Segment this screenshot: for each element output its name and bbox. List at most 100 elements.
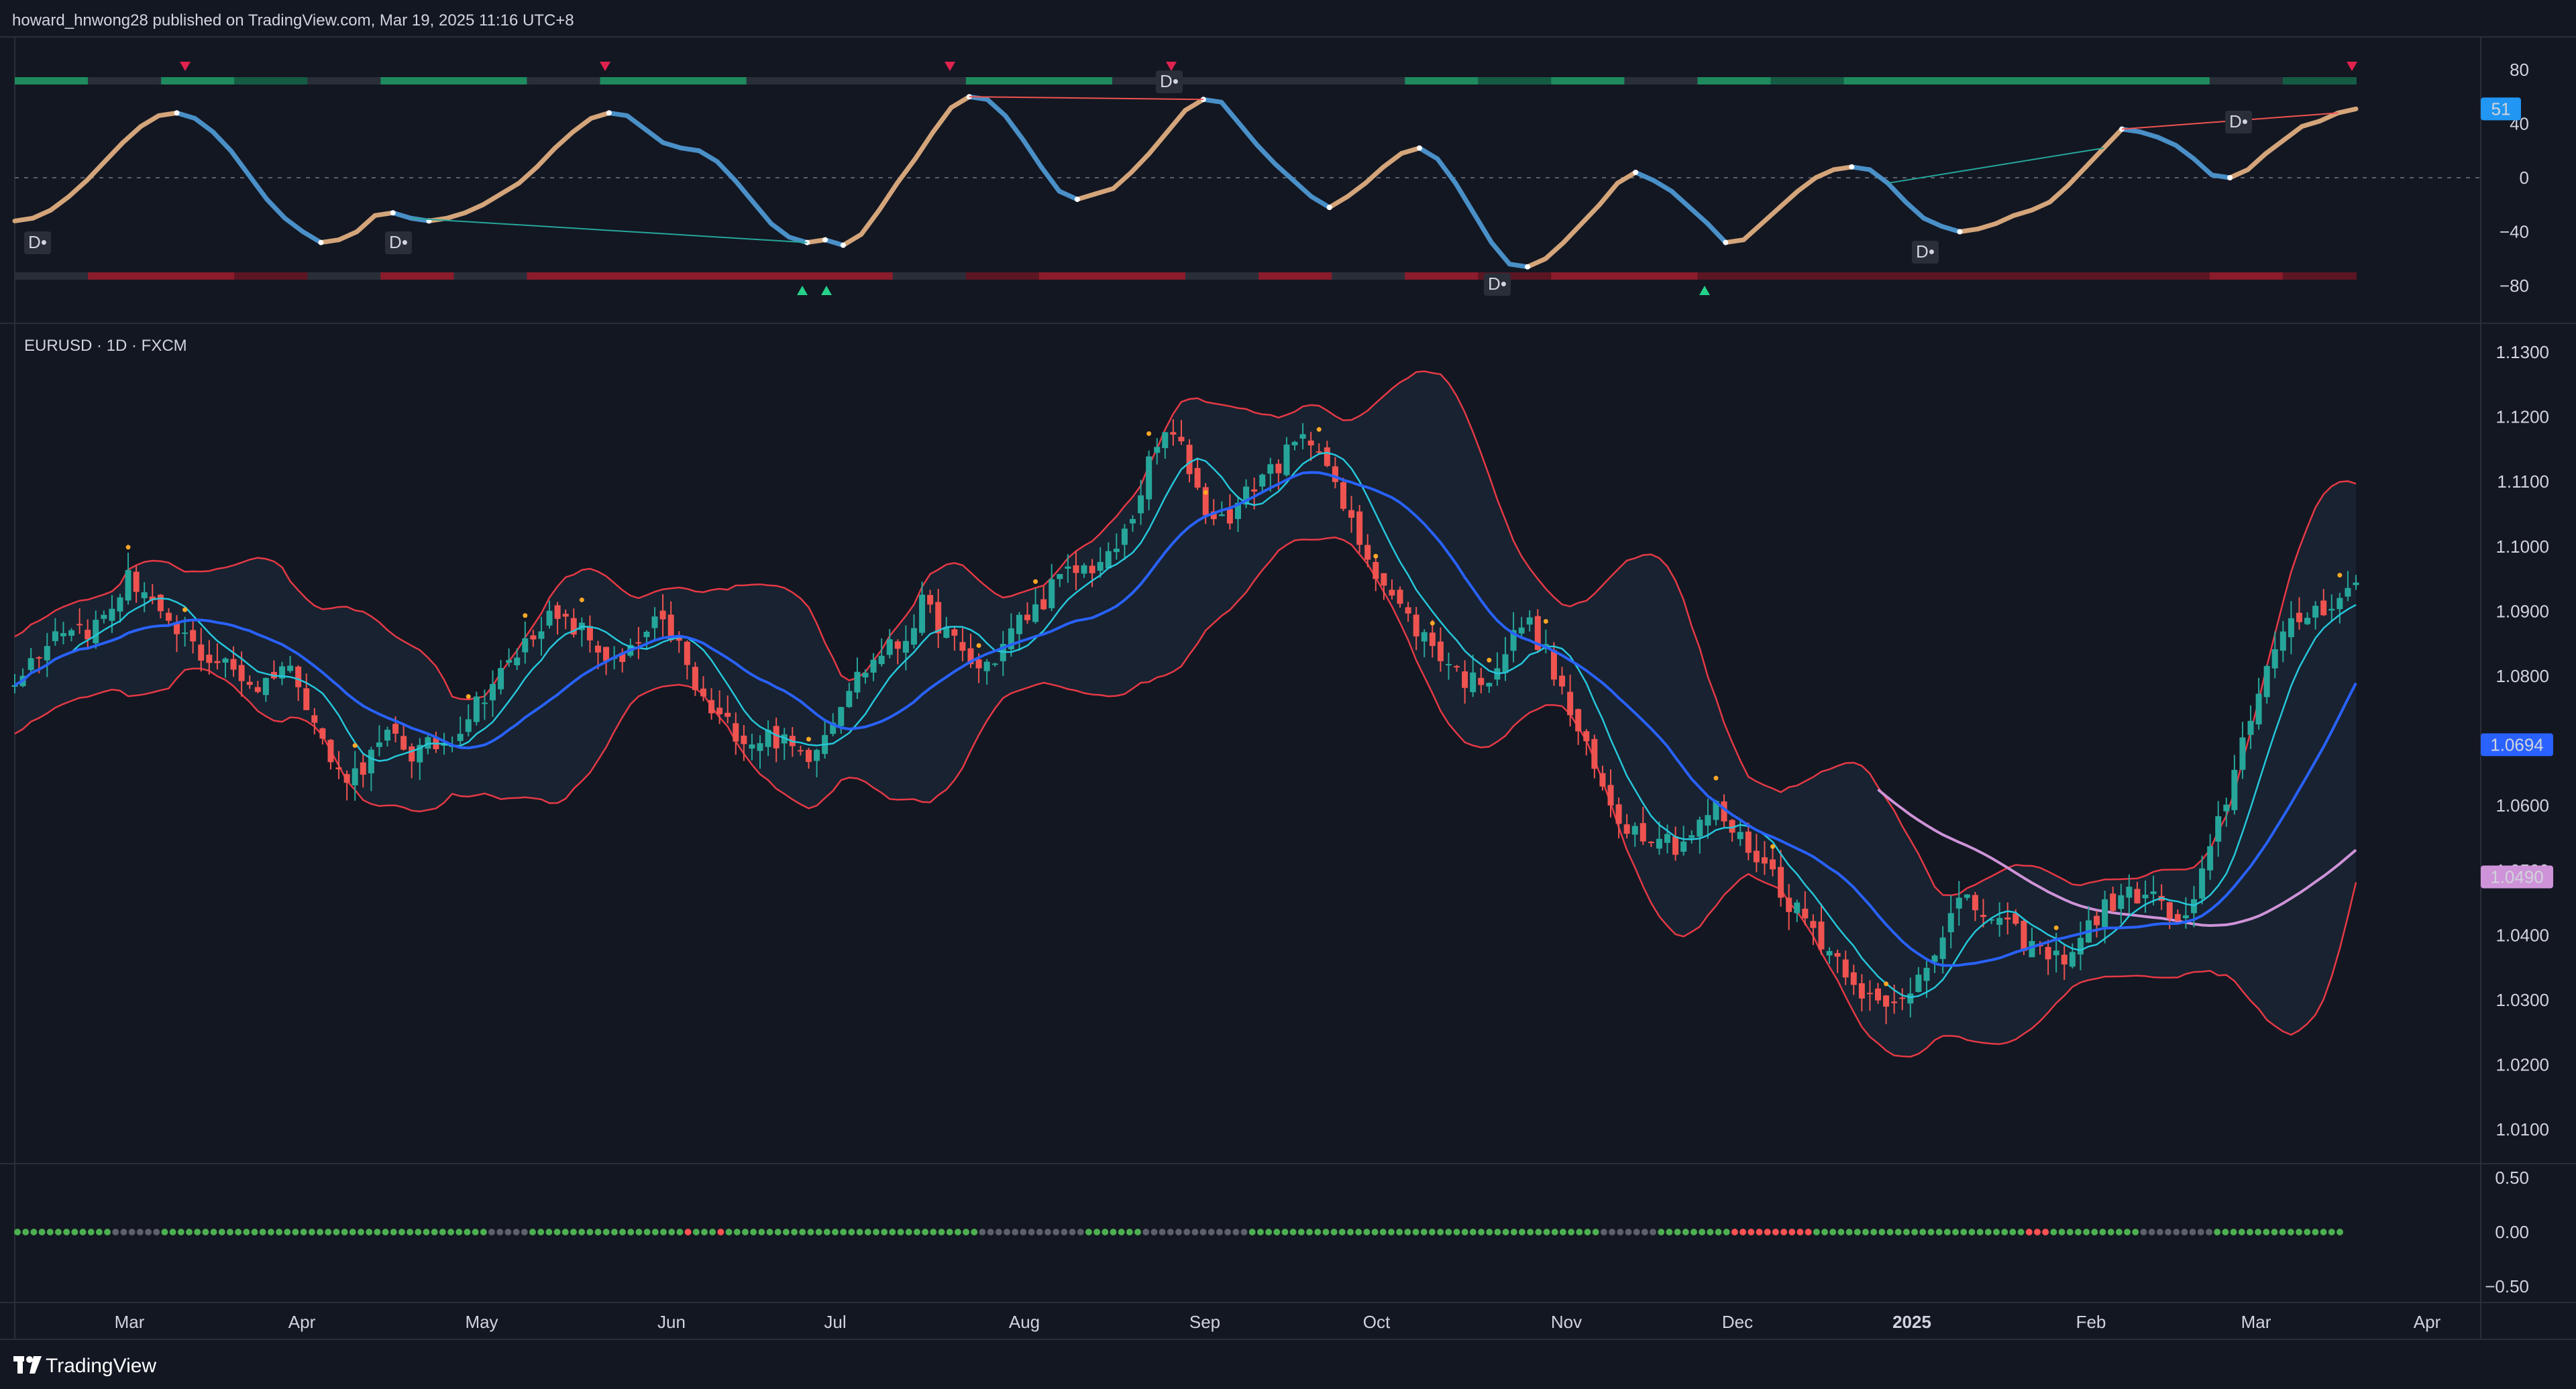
indicator-dot xyxy=(774,1229,782,1235)
ma-last-value-badge xyxy=(2481,733,2553,757)
candle-body xyxy=(862,673,869,677)
indicator-dot xyxy=(717,1229,724,1235)
indicator-dot xyxy=(2042,1229,2049,1235)
indicator-dot xyxy=(545,1229,553,1235)
candle-body xyxy=(1299,434,1306,439)
indicator-dot xyxy=(2033,1229,2041,1235)
oscillator-segment xyxy=(282,215,306,234)
indicator-dot xyxy=(2304,1229,2311,1235)
oscillator-pivot xyxy=(822,237,828,243)
oscillator-segment xyxy=(1453,180,1477,215)
oscillator-segment xyxy=(1165,107,1188,135)
candle-body xyxy=(935,602,942,634)
oscillator-segment xyxy=(1381,151,1404,170)
indicator-dot xyxy=(1707,1229,1714,1235)
indicator-dot xyxy=(2140,1229,2147,1235)
regime-bar-top-segment xyxy=(1917,77,1991,85)
oscillator-segment xyxy=(535,146,557,170)
candle-body xyxy=(959,642,966,651)
candle-body xyxy=(2004,917,2011,920)
candle-body xyxy=(222,658,229,663)
tradingview-logo[interactable]: TradingView xyxy=(13,1355,156,1377)
indicator-dot xyxy=(561,1229,569,1235)
indicator-dot xyxy=(2148,1229,2155,1235)
signal-dot xyxy=(1713,775,1719,781)
candle-body xyxy=(902,641,909,653)
indicator-dot xyxy=(1764,1229,1771,1235)
candle-body xyxy=(870,659,877,673)
indicator-dot xyxy=(1134,1229,1142,1235)
sell-signal-marker xyxy=(2347,62,2357,71)
oscillator-pivot xyxy=(390,210,396,216)
candle-body xyxy=(1413,614,1419,636)
signal-dot xyxy=(182,607,188,612)
indicator-dot xyxy=(733,1229,741,1235)
candle-body xyxy=(2094,915,2100,926)
regime-bar-top-segment xyxy=(1112,77,1186,85)
divergence-badge xyxy=(1484,273,1511,296)
indicator-dot xyxy=(1208,1229,1215,1235)
indicator-dot xyxy=(284,1229,291,1235)
oscillator-segment xyxy=(1867,167,1890,186)
sell-signal-marker xyxy=(945,62,955,71)
indicator-dot xyxy=(848,1229,855,1235)
oscillator-segment xyxy=(2263,137,2287,156)
oscillator-segment xyxy=(1741,221,1764,243)
candle-body xyxy=(2247,720,2254,735)
price-axis-tick: 1.1200 xyxy=(2496,407,2549,427)
oscillator-segment xyxy=(336,229,360,243)
candle-body xyxy=(773,726,780,748)
candle-body xyxy=(659,610,666,620)
candle-body xyxy=(1097,561,1104,571)
candle-body xyxy=(279,666,286,679)
indicator-dot xyxy=(71,1229,78,1235)
oscillator-segment xyxy=(1128,151,1152,175)
candle-body xyxy=(157,594,164,612)
indicator-dot xyxy=(2025,1229,2033,1235)
indicator-dot xyxy=(145,1229,152,1235)
candle-body xyxy=(1194,467,1201,488)
candle-body xyxy=(384,730,391,741)
candle-body xyxy=(1875,988,1882,1001)
oscillator-segment xyxy=(301,229,323,245)
oscillator-segment xyxy=(1669,188,1693,210)
candle-body xyxy=(562,614,569,617)
indicator-dot xyxy=(1772,1229,1779,1235)
candle-body xyxy=(1008,628,1014,650)
indicator-dot xyxy=(480,1229,487,1235)
indicator-dot xyxy=(1126,1229,1133,1235)
time-axis-tick: Apr xyxy=(288,1312,316,1332)
regime-bar-bottom-segment xyxy=(88,272,162,280)
candle-body xyxy=(190,630,197,642)
candle-body xyxy=(991,663,998,665)
candle-body xyxy=(2255,693,2262,725)
oscillator-pivot xyxy=(1849,164,1855,170)
candle-body xyxy=(254,687,261,692)
candle-body xyxy=(1559,675,1566,687)
regime-bar-bottom-segment xyxy=(1112,272,1186,280)
indicator-dot xyxy=(651,1229,659,1235)
indicator-dot xyxy=(2173,1229,2180,1235)
candle-body xyxy=(2102,899,2108,928)
oscillator-segment xyxy=(877,180,900,213)
oscillator-axis-tick: 0 xyxy=(2520,168,2529,188)
dot-axis-tick: 0.50 xyxy=(2495,1168,2529,1188)
candle-body xyxy=(343,774,350,783)
oscillator-segment xyxy=(1327,194,1350,210)
indicator-dot xyxy=(643,1229,651,1235)
indicator-dot xyxy=(2263,1229,2270,1235)
indicator-dot xyxy=(1306,1229,1313,1235)
indicator-dot xyxy=(1943,1229,1951,1235)
indicator-dot xyxy=(1739,1229,1747,1235)
indicator-dot xyxy=(963,1229,970,1235)
indicator-dot xyxy=(660,1229,667,1235)
indicator-dot xyxy=(1077,1229,1084,1235)
regime-bar-top-segment xyxy=(15,77,89,85)
signal-dot xyxy=(976,643,981,649)
oscillator-segment xyxy=(174,110,197,121)
axes: 80400−40−801.13001.12001.11001.10001.090… xyxy=(115,60,2553,1332)
oscillator-segment xyxy=(246,172,270,202)
signal-dot xyxy=(1884,981,1889,987)
candle-body xyxy=(1210,511,1217,520)
regime-bar-top-segment xyxy=(234,77,309,85)
